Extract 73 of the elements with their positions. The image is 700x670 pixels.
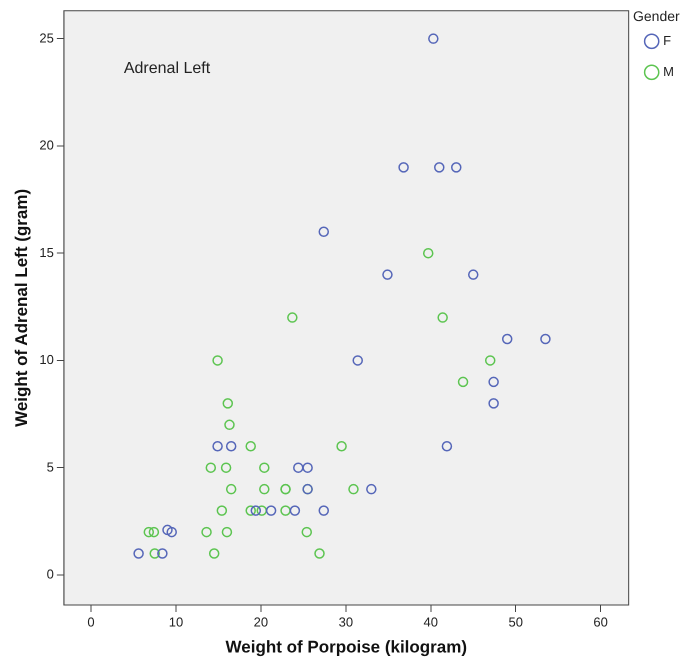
point <box>256 505 268 516</box>
point <box>451 162 462 173</box>
point <box>366 484 377 494</box>
point <box>502 334 512 344</box>
point <box>488 398 499 409</box>
point <box>336 441 347 452</box>
point <box>222 398 234 409</box>
y-tick-label: 25 <box>39 30 54 46</box>
point <box>468 269 478 280</box>
y-axis-title: Weight of Adrenal Left (gram) <box>12 188 31 427</box>
point <box>157 548 168 559</box>
point <box>245 441 256 452</box>
legend-label: F <box>663 32 672 48</box>
y-tick-label: 15 <box>39 244 54 260</box>
y-tick-label: 5 <box>46 459 54 474</box>
point <box>488 376 499 388</box>
point <box>458 376 468 388</box>
point <box>382 269 393 280</box>
point <box>280 505 291 516</box>
point <box>259 462 270 473</box>
point <box>428 33 439 44</box>
y-tick-label: 10 <box>39 352 54 368</box>
point <box>266 505 276 516</box>
x-tick-label: 40 <box>424 614 438 630</box>
point <box>224 420 235 430</box>
y-tick-label: 20 <box>39 138 54 153</box>
x-tick-label: 10 <box>168 614 184 630</box>
point <box>208 548 220 559</box>
point <box>250 505 262 516</box>
point <box>302 462 313 473</box>
point <box>484 355 496 366</box>
point <box>144 526 154 538</box>
legend-label: M <box>663 64 674 79</box>
point <box>222 526 232 538</box>
legend-title: Gender <box>632 8 680 24</box>
x-axis-title: Weight of Porpoise (kilogram) <box>226 637 468 656</box>
annotation: Adrenal Left <box>124 60 211 78</box>
point <box>314 548 325 559</box>
point <box>148 526 160 538</box>
point <box>290 505 300 516</box>
point <box>216 505 228 516</box>
point <box>442 441 452 452</box>
x-tick-label: 60 <box>593 614 608 630</box>
point <box>220 462 232 473</box>
point <box>318 505 330 516</box>
point <box>259 484 270 494</box>
point <box>162 524 173 536</box>
point <box>201 526 212 538</box>
point <box>206 462 216 473</box>
point <box>422 248 434 258</box>
x-tick-label: 30 <box>338 614 354 630</box>
point <box>149 548 160 559</box>
point <box>434 162 445 173</box>
point <box>318 226 330 237</box>
point <box>540 334 551 344</box>
point <box>245 505 256 516</box>
point <box>352 355 363 366</box>
point <box>226 484 236 494</box>
x-tick-label: 50 <box>508 614 523 630</box>
point <box>212 441 223 452</box>
point <box>133 548 144 559</box>
point <box>287 312 298 323</box>
point <box>166 526 177 538</box>
point <box>398 162 409 173</box>
point <box>437 312 448 323</box>
x-tick-label: 0 <box>87 614 95 630</box>
point <box>348 484 359 494</box>
point <box>226 441 236 452</box>
point <box>293 462 304 473</box>
y-tick-label: 0 <box>46 566 54 582</box>
x-tick-label: 20 <box>254 614 268 630</box>
point <box>302 526 312 538</box>
point <box>212 355 223 366</box>
